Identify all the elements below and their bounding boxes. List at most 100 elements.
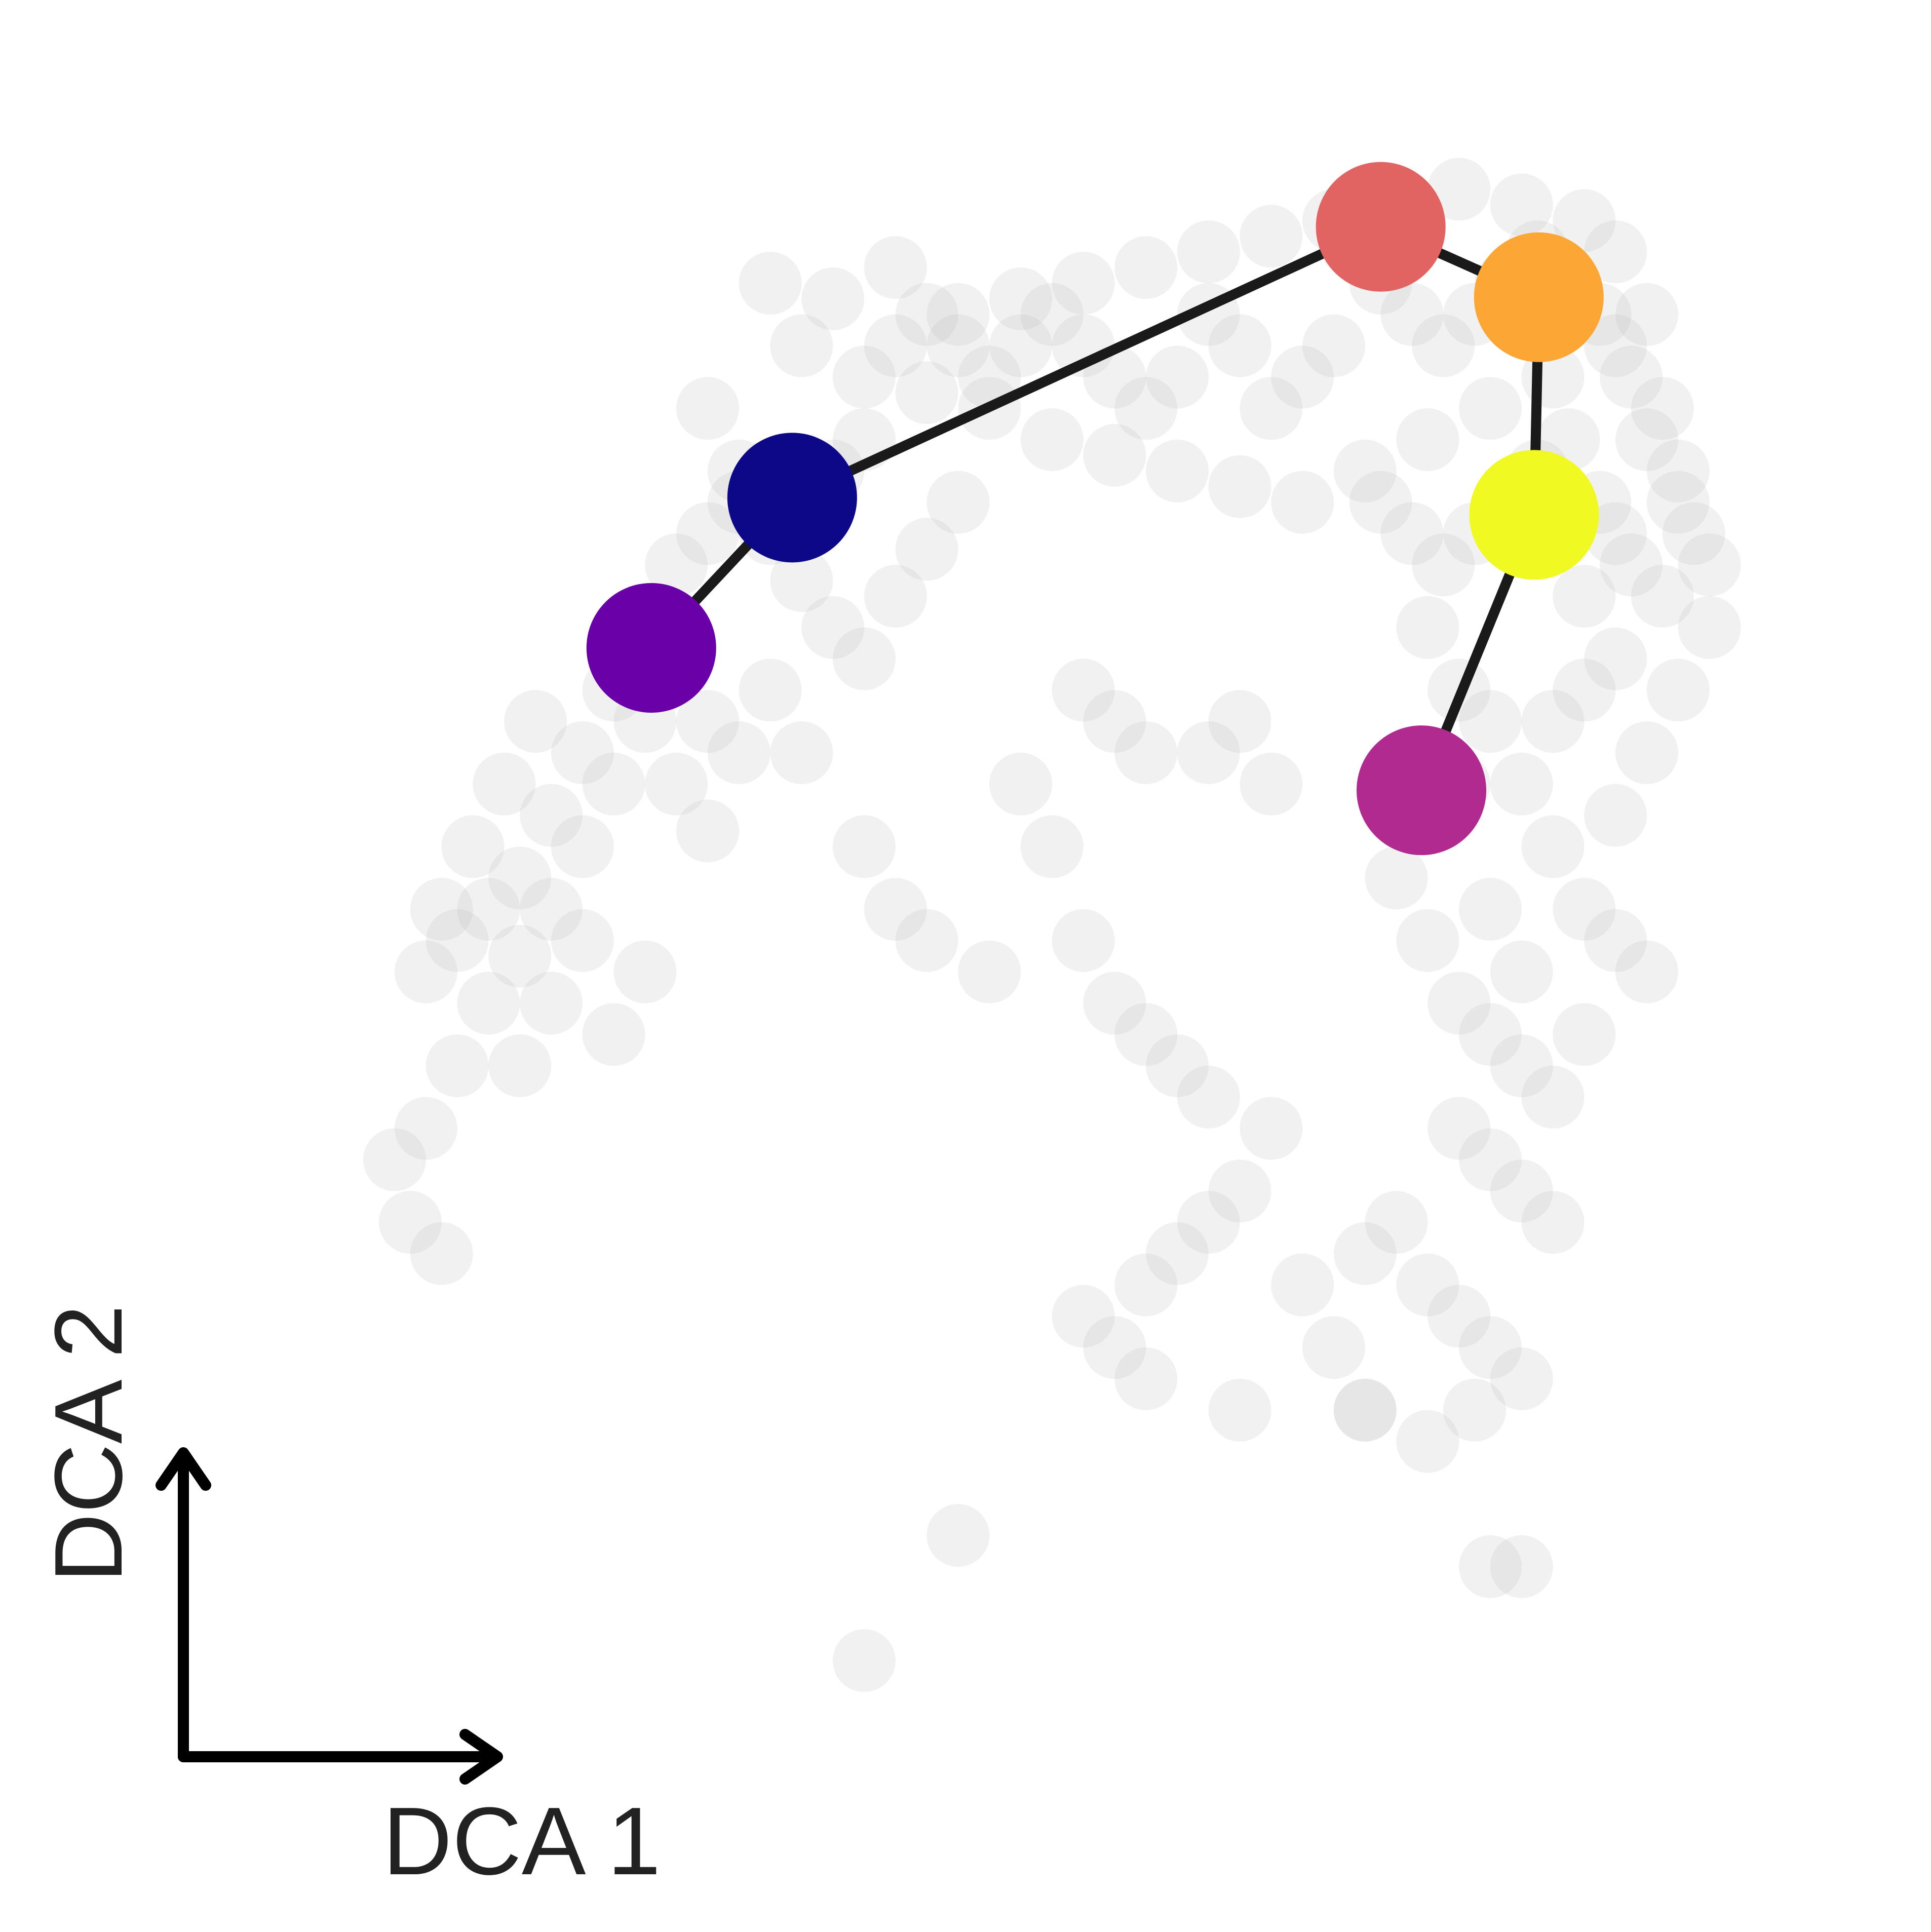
axis-arrows bbox=[156, 1447, 503, 1785]
cell-point bbox=[1052, 659, 1115, 722]
cell-point bbox=[1600, 533, 1663, 597]
cell-point bbox=[1600, 345, 1663, 409]
cell-point bbox=[1240, 1097, 1303, 1160]
cell-point bbox=[1521, 690, 1585, 753]
cell-point bbox=[1177, 1191, 1240, 1254]
cell-point bbox=[1584, 627, 1647, 690]
cell-point bbox=[1146, 345, 1209, 409]
cell-point bbox=[363, 1128, 426, 1191]
cell-point bbox=[1459, 1535, 1522, 1598]
cell-point bbox=[1302, 1316, 1365, 1379]
cell-point bbox=[864, 878, 927, 941]
cell-point bbox=[1459, 1128, 1522, 1191]
cell-point bbox=[926, 1504, 990, 1567]
cell-point bbox=[1396, 408, 1459, 471]
cell-point bbox=[958, 345, 1021, 409]
cell-point bbox=[676, 377, 739, 440]
cell-point bbox=[645, 752, 708, 816]
cell-point bbox=[1240, 205, 1303, 268]
cell-point bbox=[1662, 502, 1725, 565]
cell-point bbox=[1459, 690, 1522, 753]
cell-point bbox=[926, 471, 990, 534]
cell-point bbox=[1114, 721, 1178, 784]
cell-point bbox=[1490, 1535, 1553, 1598]
cell-point bbox=[1646, 439, 1710, 503]
cell-point bbox=[613, 940, 677, 1003]
cell-point bbox=[1615, 940, 1678, 1003]
cell-point bbox=[378, 1191, 442, 1254]
cell-point bbox=[1615, 721, 1678, 784]
cell-point bbox=[1271, 471, 1334, 534]
cell-point bbox=[1365, 846, 1428, 910]
cell-point bbox=[1584, 784, 1647, 847]
cell-point bbox=[582, 752, 645, 816]
cell-point bbox=[833, 815, 896, 878]
cell-point bbox=[1146, 1034, 1209, 1097]
trajectory-nodes-layer bbox=[586, 162, 1604, 856]
cell-point bbox=[1521, 815, 1585, 878]
cell-point bbox=[1177, 721, 1240, 784]
cell-point bbox=[926, 283, 990, 346]
cell-point bbox=[1443, 1378, 1507, 1442]
cell-point bbox=[1678, 596, 1741, 659]
cell-point bbox=[1020, 408, 1084, 471]
cell-point bbox=[1427, 972, 1491, 1035]
cell-point bbox=[1083, 972, 1146, 1035]
cell-point bbox=[1365, 1191, 1428, 1254]
cell-point bbox=[1052, 252, 1115, 315]
cell-point bbox=[1584, 220, 1647, 284]
cell-point bbox=[645, 533, 708, 597]
cell-point bbox=[1396, 909, 1459, 972]
cell-point bbox=[1083, 423, 1146, 487]
cell-point bbox=[488, 924, 552, 988]
cell-point bbox=[1020, 283, 1084, 346]
cell-point bbox=[770, 721, 833, 784]
cell-point bbox=[1114, 236, 1178, 299]
cell-point bbox=[1114, 1003, 1178, 1066]
cell-point bbox=[1020, 815, 1084, 878]
cell-point bbox=[488, 846, 552, 910]
cell-point bbox=[895, 283, 958, 346]
cell-point bbox=[676, 690, 739, 753]
cell-point bbox=[1396, 1253, 1459, 1317]
cell-point bbox=[457, 878, 520, 941]
cell-point bbox=[1427, 1285, 1491, 1348]
cell-point bbox=[1052, 1285, 1115, 1348]
cell-point bbox=[770, 314, 833, 377]
cell-point bbox=[1208, 1160, 1271, 1223]
cell-point bbox=[457, 972, 520, 1035]
cell-point bbox=[582, 1003, 645, 1066]
cell-point bbox=[864, 236, 927, 299]
x-axis-label: DCA 1 bbox=[382, 1788, 661, 1895]
cell-point bbox=[394, 1097, 457, 1160]
cell-point bbox=[801, 267, 865, 330]
cell-point bbox=[895, 361, 958, 424]
cell-point bbox=[1052, 909, 1115, 972]
cell-point bbox=[864, 314, 927, 377]
cell-point bbox=[1177, 1065, 1240, 1129]
cell-point bbox=[520, 972, 583, 1035]
cell-point bbox=[1146, 439, 1209, 503]
cell-point bbox=[1646, 659, 1710, 722]
cell-point bbox=[520, 878, 583, 941]
cell-point bbox=[1412, 314, 1475, 377]
cell-point bbox=[1271, 1253, 1334, 1317]
cell-point bbox=[1208, 690, 1271, 753]
cell-point bbox=[520, 784, 583, 847]
cell-point bbox=[895, 909, 958, 972]
cell-point bbox=[676, 502, 739, 565]
cell-point bbox=[676, 799, 739, 863]
cell-point bbox=[1240, 752, 1303, 816]
trajectory-node bbox=[1357, 725, 1487, 856]
cell-point bbox=[1584, 909, 1647, 972]
cell-point bbox=[833, 627, 896, 690]
cell-point bbox=[1271, 345, 1334, 409]
cell-point bbox=[1631, 565, 1694, 628]
cell-point bbox=[1146, 1222, 1209, 1285]
cell-point bbox=[1459, 1003, 1522, 1066]
cell-point bbox=[1380, 283, 1444, 346]
cell-point bbox=[739, 252, 802, 315]
trajectory-node bbox=[1474, 232, 1604, 362]
cell-point bbox=[833, 1629, 896, 1692]
